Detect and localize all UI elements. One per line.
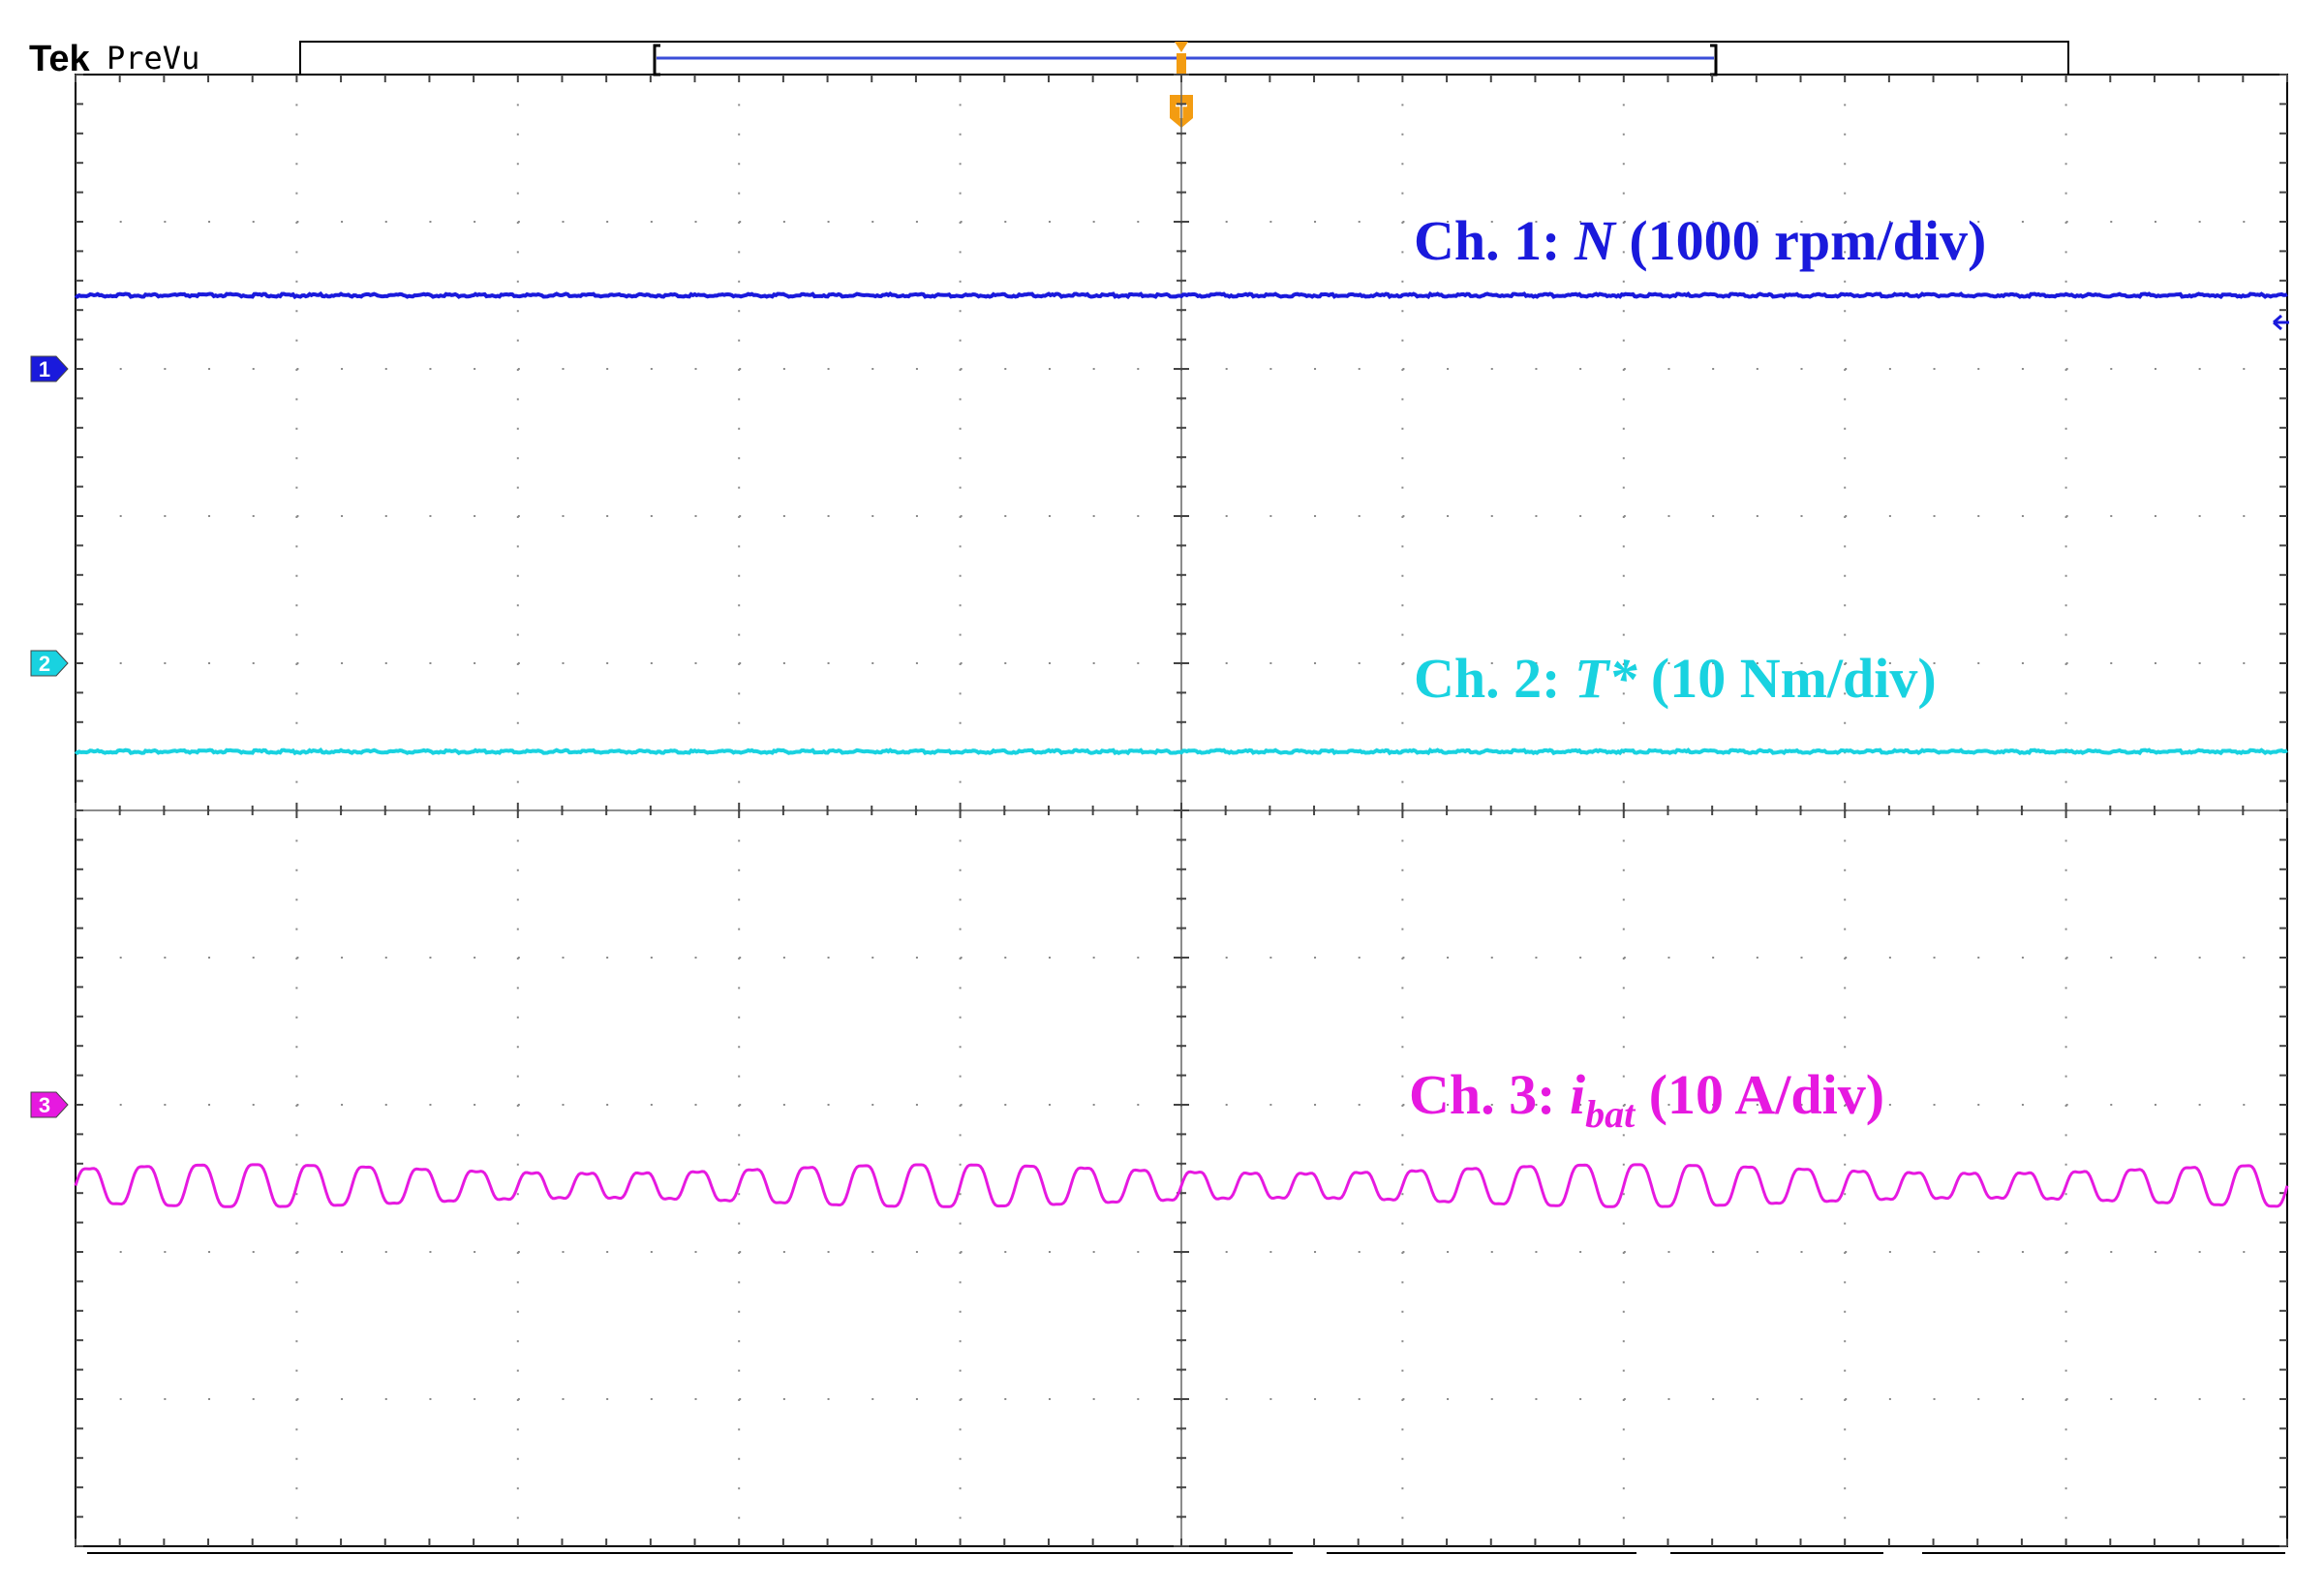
ch1-marker-icon: 1 <box>30 355 69 382</box>
ch2-marker-icon: 2 <box>30 650 69 677</box>
waveform-traces <box>74 290 2289 1208</box>
trace-ch1 <box>74 290 2288 300</box>
ch2-marker-shape <box>30 650 69 677</box>
ch1-marker-shape <box>30 355 69 382</box>
ch1-label: Ch. 1: N (1000 rpm/div) <box>1414 209 1986 272</box>
ch1-marker-number: 1 <box>39 357 50 381</box>
ch2-marker-number: 2 <box>39 652 50 676</box>
brand-logo: Tek <box>29 39 91 79</box>
ch3-label: Ch. 3: ibat (10 A/div) <box>1409 1063 1884 1136</box>
trace-ch3 <box>74 1163 2289 1208</box>
ch3-marker-shape <box>30 1091 69 1118</box>
offscreen-arrow-icon <box>2273 314 2289 331</box>
ch3-marker-icon: 3 <box>30 1091 69 1118</box>
graticule <box>75 74 2288 1547</box>
channel-markers: 1 2 3 <box>30 355 69 1118</box>
acquisition-mode: PreVu <box>107 40 199 76</box>
ch3-marker-number: 3 <box>39 1093 50 1117</box>
trace-ch2 <box>74 747 2288 756</box>
ch2-label: Ch. 2: T* (10 Nm/div) <box>1414 647 1937 710</box>
